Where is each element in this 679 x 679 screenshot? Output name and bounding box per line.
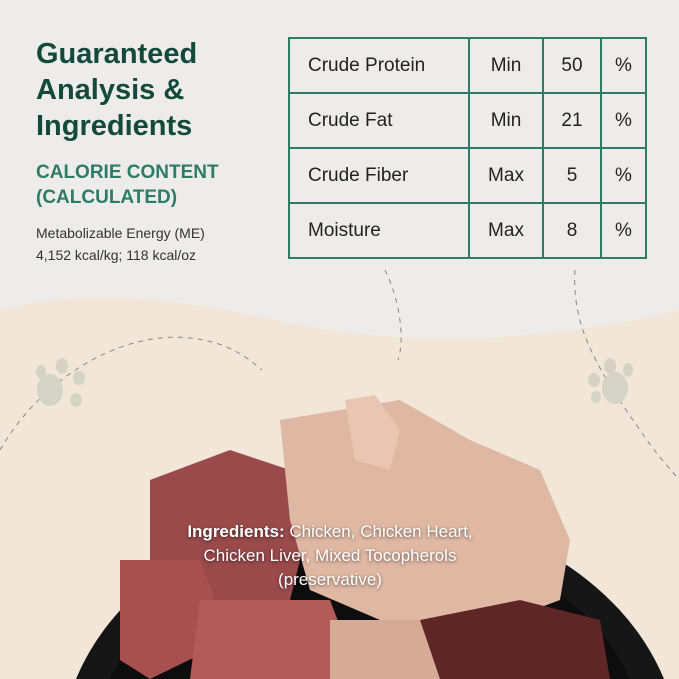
unit: %: [600, 202, 647, 259]
table-row: Crude Fat Min 21%: [288, 92, 647, 149]
qualifier: Min: [468, 37, 544, 94]
qualifier: Max: [468, 147, 544, 204]
table-row: Crude Protein Min 50%: [288, 37, 647, 94]
unit: %: [600, 92, 647, 149]
calorie-line: CALORIE CONTENT: [36, 162, 219, 183]
paw-print-icon: [36, 358, 85, 407]
food: [120, 395, 610, 679]
me-label: Metabolizable Energy (ME): [36, 225, 205, 241]
guaranteed-analysis-table: Crude Protein Min 50% Crude Fat Min 21% Crud…: [288, 37, 647, 259]
nutrient-name: Moisture: [288, 202, 470, 259]
nutrient-name: Crude Fiber: [288, 147, 470, 204]
value: 50: [542, 37, 602, 94]
dashed-path: [384, 269, 402, 361]
unit: %: [600, 37, 647, 94]
calorie-line: (CALCULATED): [36, 187, 178, 208]
unit: %: [600, 147, 647, 204]
value: 8: [542, 202, 602, 259]
qualifier: Min: [468, 92, 544, 149]
me-value: 4,152 kcal/kg; 118 kcal/oz: [36, 247, 197, 263]
ingredients-text: Ingredients: Chicken, Chicken Heart, Chic…: [150, 520, 510, 592]
ingredients-line: Chicken, Chicken Heart,: [284, 522, 473, 541]
ingredients-label: Ingredients:: [187, 522, 285, 541]
page-title: Guaranteed Analysis & Ingredients: [36, 36, 197, 144]
table-row: Crude Fiber Max 5%: [288, 147, 647, 204]
nutrient-name: Crude Protein: [288, 37, 470, 94]
title-line: Analysis &: [36, 74, 185, 106]
qualifier: Max: [468, 202, 544, 259]
table-row: Moisture Max 8%: [288, 202, 647, 259]
nutrient-name: Crude Fat: [288, 92, 470, 149]
calorie-info: Metabolizable Energy (ME) 4,152 kcal/kg; …: [36, 222, 205, 266]
value: 21: [542, 92, 602, 149]
ingredients-line: (preservative): [278, 570, 382, 589]
calorie-content-heading: CALORIE CONTENT (CALCULATED): [36, 160, 219, 210]
paw-print-icon: [588, 358, 633, 404]
value: 5: [542, 147, 602, 204]
ingredients-line: Chicken Liver, Mixed Tocopherols: [203, 546, 457, 565]
title-line: Guaranteed: [36, 38, 198, 70]
dashed-path: [0, 336, 263, 451]
title-line: Ingredients: [36, 110, 193, 142]
